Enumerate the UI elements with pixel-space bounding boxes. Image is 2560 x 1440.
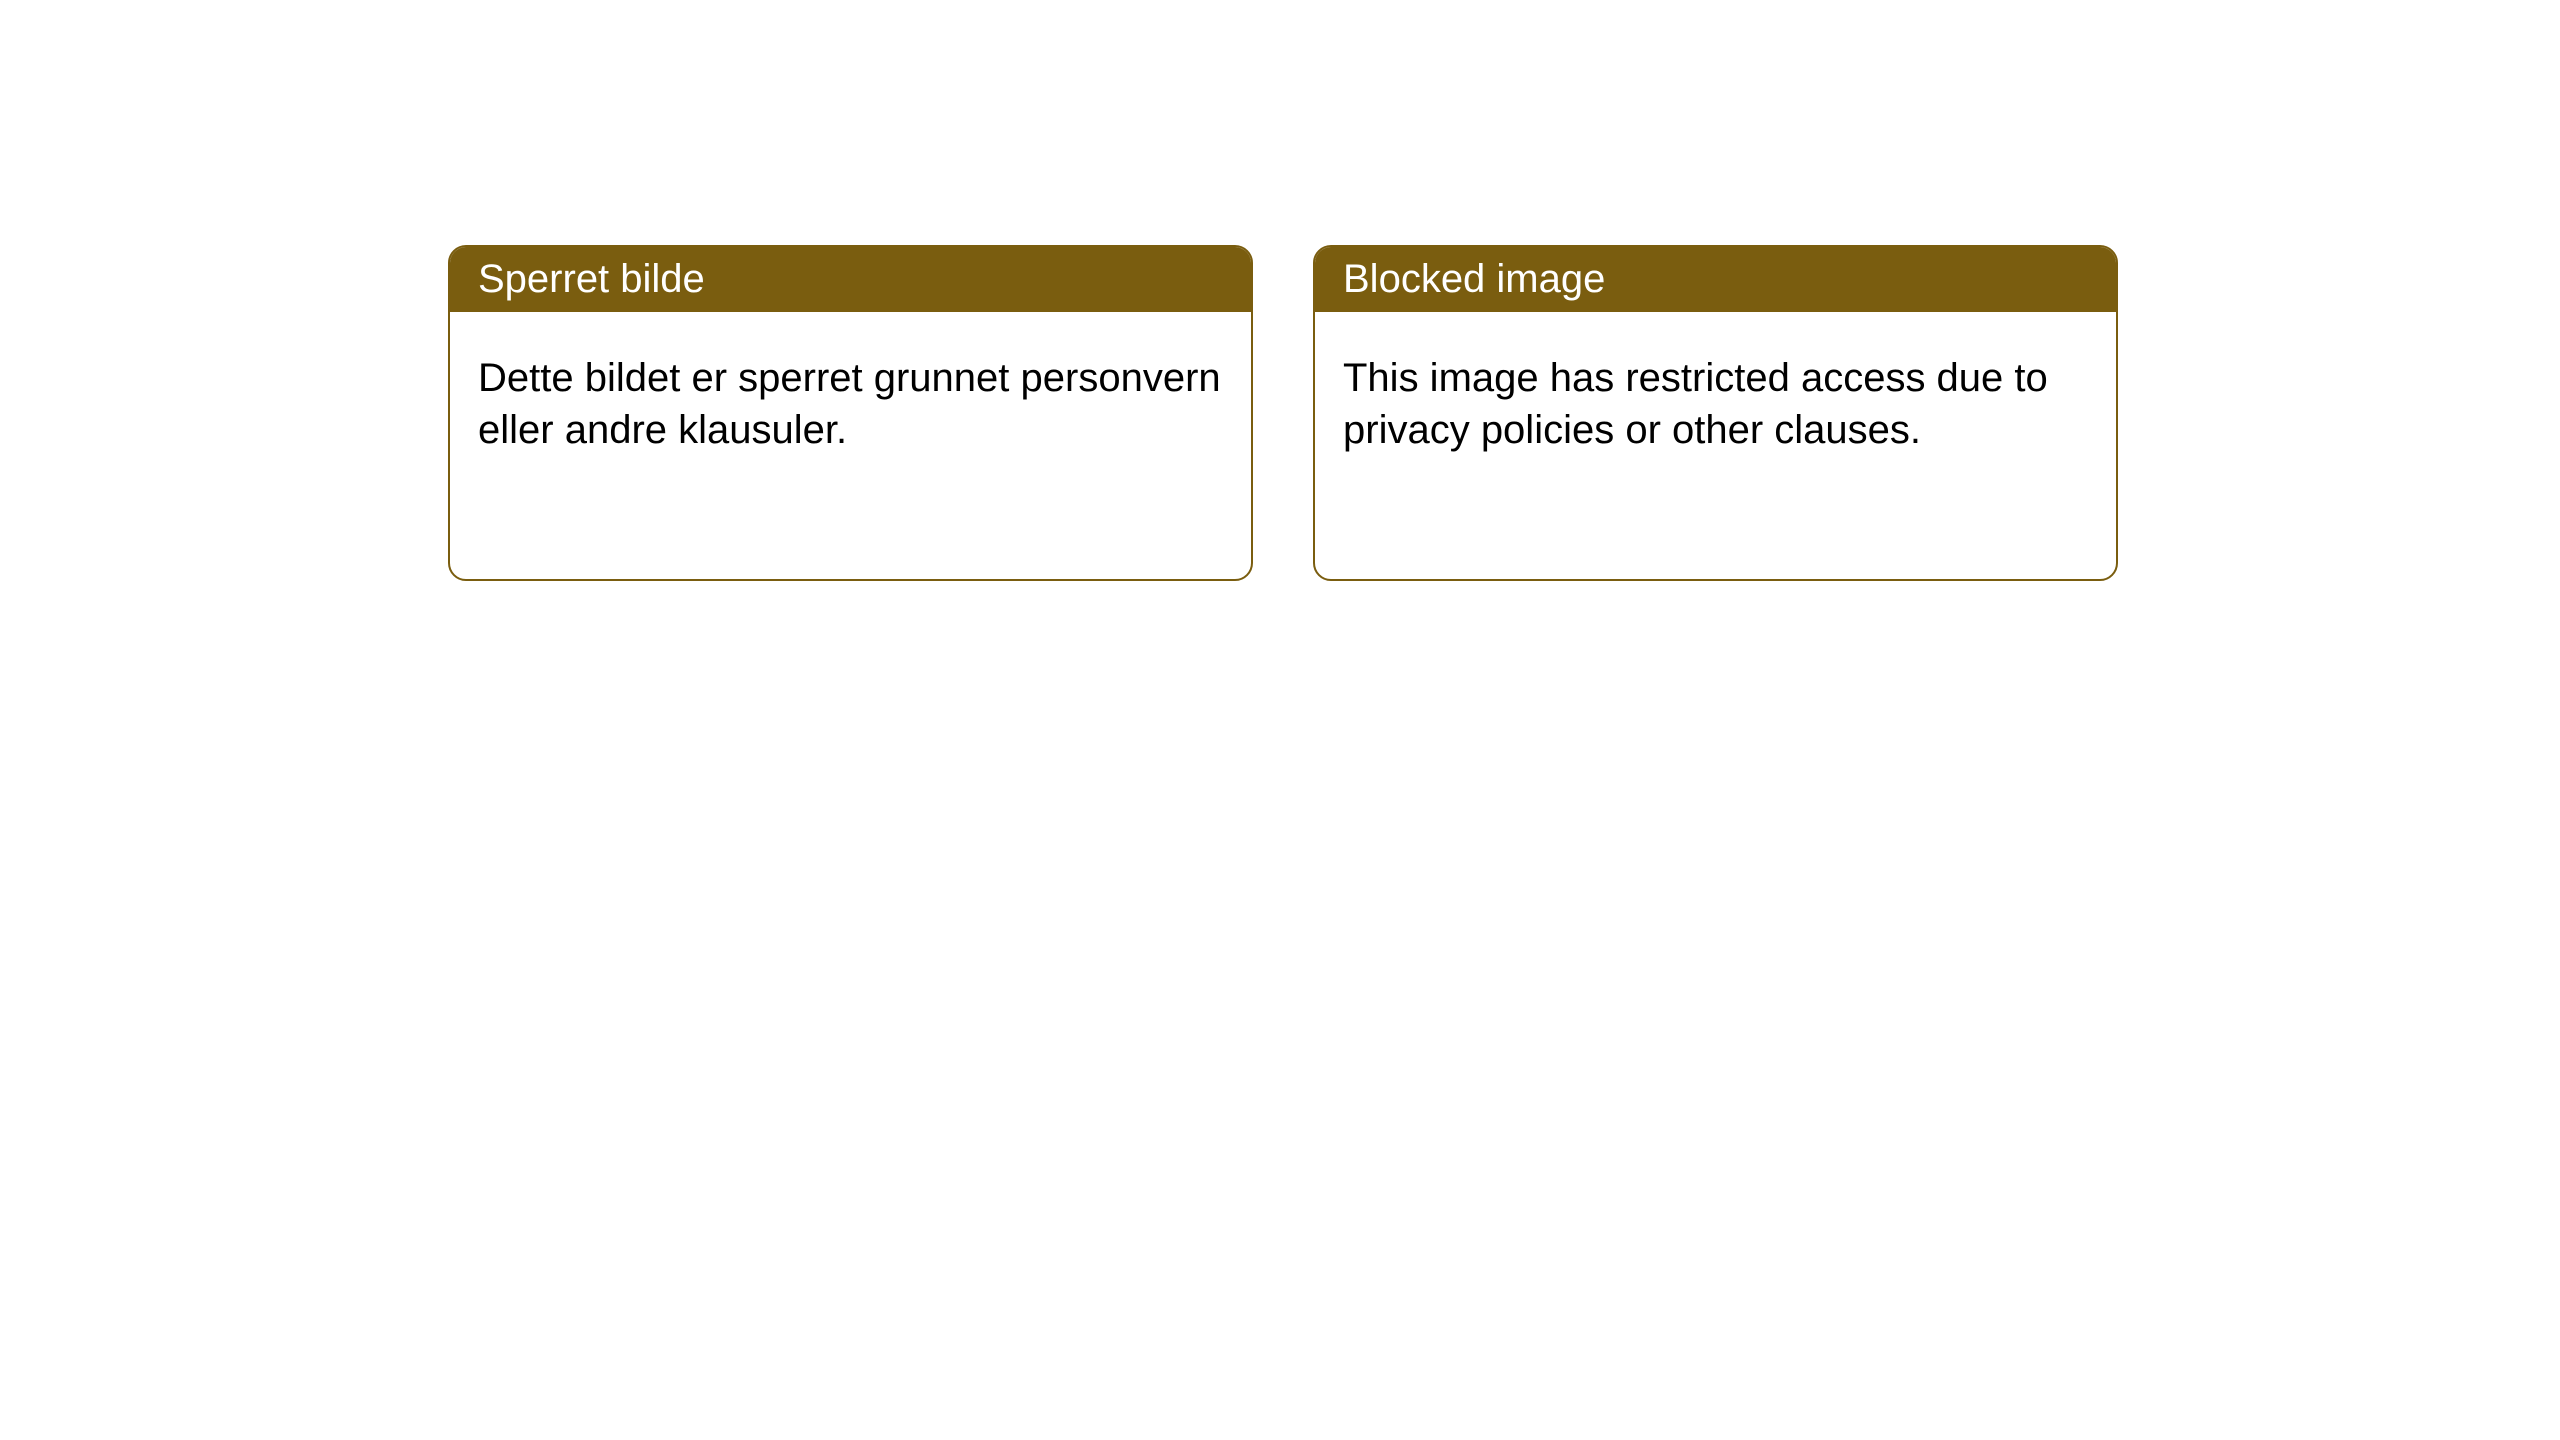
- notice-body-text: This image has restricted access due to …: [1343, 356, 2048, 452]
- notice-body: This image has restricted access due to …: [1315, 312, 2116, 496]
- notice-title: Sperret bilde: [478, 257, 705, 301]
- notice-title: Blocked image: [1343, 257, 1605, 301]
- notice-header: Sperret bilde: [450, 247, 1251, 312]
- notice-body: Dette bildet er sperret grunnet personve…: [450, 312, 1251, 496]
- notice-card-english: Blocked image This image has restricted …: [1313, 245, 2118, 581]
- notice-card-norwegian: Sperret bilde Dette bildet er sperret gr…: [448, 245, 1253, 581]
- notice-body-text: Dette bildet er sperret grunnet personve…: [478, 356, 1221, 452]
- notice-header: Blocked image: [1315, 247, 2116, 312]
- notice-container: Sperret bilde Dette bildet er sperret gr…: [0, 0, 2560, 581]
